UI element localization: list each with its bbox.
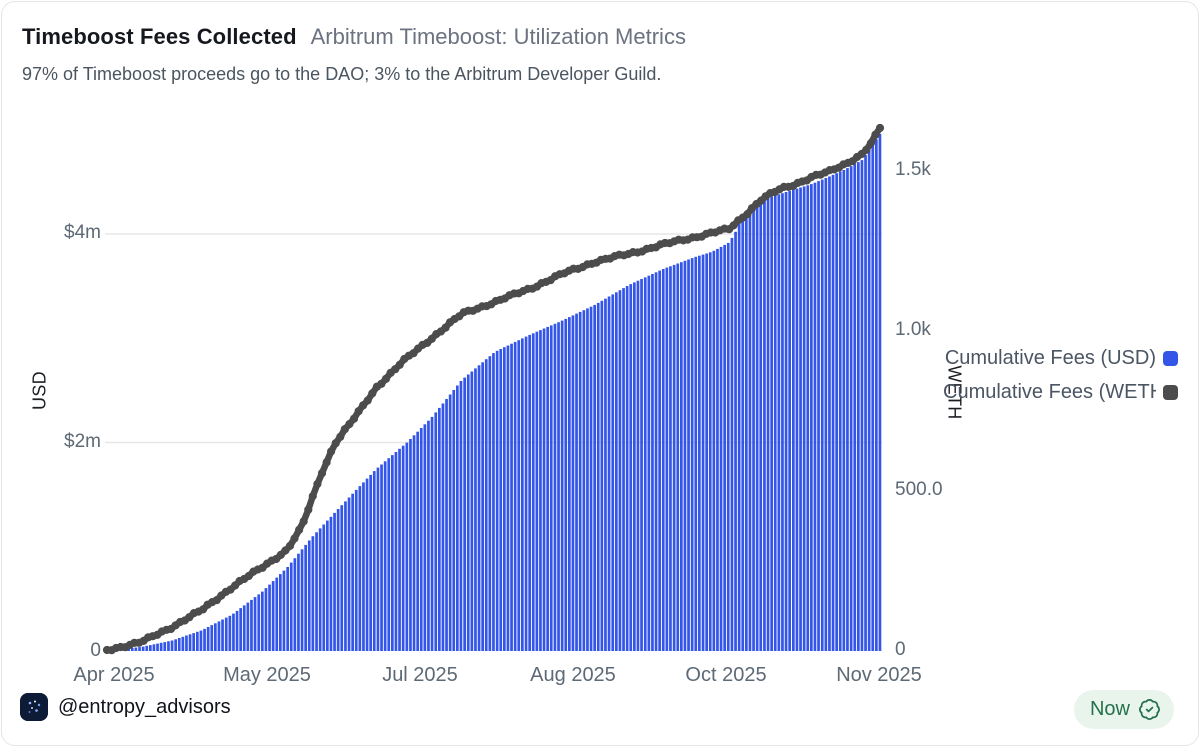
- account-handle: @entropy_advisors: [58, 695, 231, 718]
- x-axis-tick-aug: Aug 2025: [530, 664, 616, 686]
- entropy-advisors-logo-icon: [20, 693, 48, 721]
- x-axis-tick-nov: Nov 2025: [836, 664, 922, 686]
- header: Timeboost Fees Collected Arbitrum Timeboo…: [22, 24, 686, 50]
- line-series: [102, 123, 885, 655]
- attribution: @entropy_advisors: [20, 693, 231, 721]
- x-axis-tick-jul: Jul 2025: [382, 664, 458, 686]
- right-axis-tick-500: 500.0: [895, 479, 943, 500]
- left-axis-tick-4m: $4m: [64, 222, 101, 243]
- left-axis-tick-2m: $2m: [64, 431, 101, 452]
- x-axis-tick-apr: Apr 2025: [73, 664, 155, 686]
- right-axis-tick-1-0k: 1.0k: [895, 319, 931, 340]
- page-subtitle: Arbitrum Timeboost: Utilization Metrics: [310, 24, 686, 49]
- page-title: Timeboost Fees Collected: [22, 24, 297, 49]
- legend-item-weth[interactable]: Cumulative Fees (WETH): [943, 375, 1178, 409]
- right-axis-tick-0: 0: [895, 639, 906, 660]
- bars-series: [112, 133, 882, 652]
- legend-label-weth: Cumulative Fees (WETH): [943, 380, 1156, 403]
- legend-item-usd[interactable]: Cumulative Fees (USD): [943, 341, 1178, 375]
- live-status-label: Now: [1089, 698, 1130, 720]
- legend-label-usd: Cumulative Fees (USD): [944, 346, 1156, 369]
- x-axis-tick-may: May 2025: [223, 664, 311, 686]
- x-axis-tick-oct: Oct 2025: [685, 664, 767, 686]
- verified-check-icon: [1139, 699, 1160, 720]
- right-axis-tick-1-5k: 1.5k: [895, 159, 931, 180]
- chart-description: 97% of Timeboost proceeds go to the DAO;…: [22, 64, 662, 84]
- legend-chip-weth: [1163, 384, 1178, 400]
- left-axis-tick-0: 0: [90, 640, 101, 661]
- legend-chip-usd: [1163, 350, 1178, 366]
- live-status-badge: Now: [1073, 690, 1174, 729]
- legend: Cumulative Fees (USD) Cumulative Fees (W…: [943, 341, 1178, 409]
